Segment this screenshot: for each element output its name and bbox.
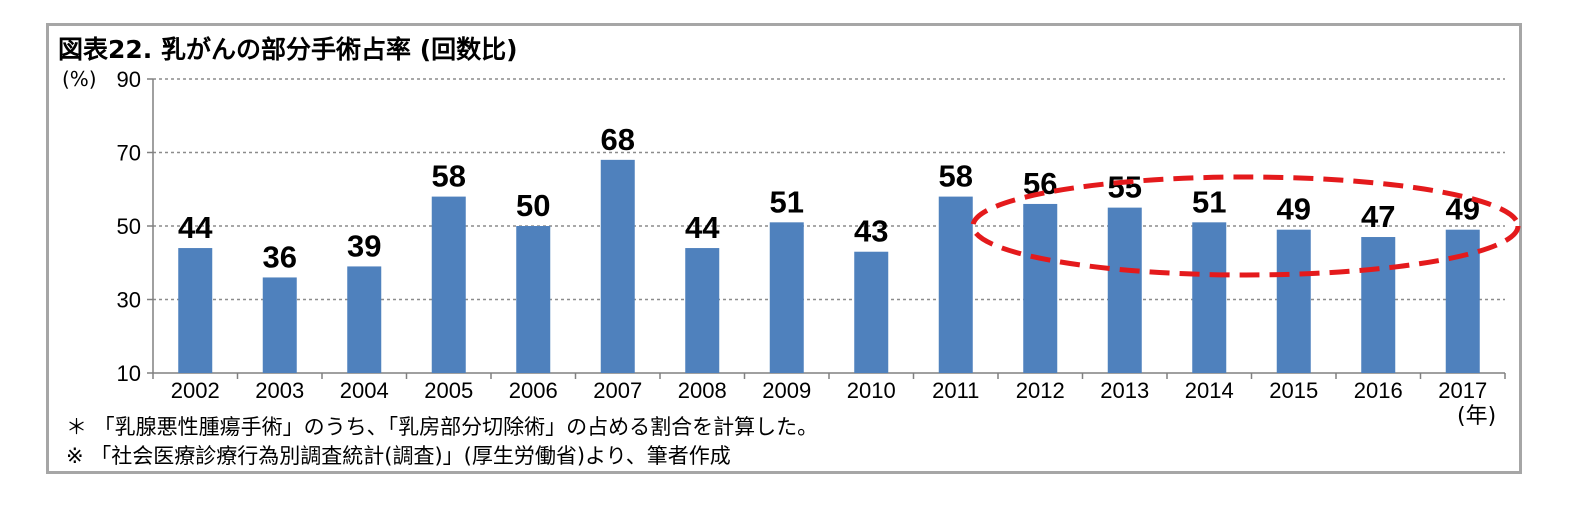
data-label-2015: 49: [1277, 192, 1311, 227]
data-label-2007: 68: [601, 122, 635, 157]
bar-2016: [1361, 237, 1396, 373]
bar-2008: [685, 248, 720, 373]
x-tick-label-2005: 2005: [424, 378, 473, 403]
x-tick-label-2007: 2007: [593, 378, 642, 403]
x-tick-label-2015: 2015: [1269, 378, 1318, 403]
x-tick-label-2002: 2002: [171, 378, 220, 403]
data-label-2017: 49: [1446, 192, 1480, 227]
data-label-2004: 39: [347, 228, 381, 263]
highlight-ellipse: [970, 174, 1521, 278]
x-tick-label-2009: 2009: [762, 378, 811, 403]
bar-2002: [178, 248, 213, 373]
data-label-2002: 44: [178, 210, 213, 245]
bar-2005: [431, 196, 466, 373]
data-label-2010: 43: [854, 214, 888, 249]
bar-2012: [1023, 203, 1058, 373]
x-tick-label-2012: 2012: [1016, 378, 1065, 403]
y-tick-label: 90: [117, 67, 141, 92]
data-label-2003: 36: [263, 239, 297, 274]
bar-2004: [347, 266, 382, 373]
data-label-2011: 58: [939, 159, 973, 194]
y-tick-label: 70: [117, 141, 141, 166]
x-tick-label-2014: 2014: [1185, 378, 1234, 403]
y-axis-unit: (%): [62, 67, 97, 91]
bar-2015: [1276, 229, 1311, 373]
data-label-2016: 47: [1361, 199, 1395, 234]
data-label-2005: 58: [432, 159, 466, 194]
x-tick-label-2013: 2013: [1100, 378, 1149, 403]
y-tick-label: 50: [117, 214, 141, 239]
bar-2007: [600, 159, 635, 373]
bar-2011: [938, 196, 973, 373]
x-tick-label-2010: 2010: [847, 378, 896, 403]
bar-2017: [1445, 229, 1480, 373]
bar-2009: [769, 222, 804, 373]
data-label-2008: 44: [685, 210, 720, 245]
x-tick-label-2017: 2017: [1438, 378, 1487, 403]
data-label-2009: 51: [770, 184, 804, 219]
bar-2010: [854, 251, 889, 373]
chart-title: 図表22. 乳がんの部分手術占率 (回数比): [58, 35, 518, 64]
y-tick-label: 10: [117, 361, 141, 386]
bar-2006: [516, 226, 551, 373]
bar-2014: [1192, 222, 1227, 373]
x-axis-unit: (年): [1457, 404, 1497, 429]
bar-2003: [262, 277, 297, 373]
footnote-1: ＊ 「乳腺悪性腫瘍手術」のうち、「乳房部分切除術」の占める割合を計算した。: [66, 415, 819, 439]
x-tick-label-2008: 2008: [678, 378, 727, 403]
x-tick-label-2003: 2003: [255, 378, 304, 403]
x-tick-label-2016: 2016: [1354, 378, 1403, 403]
data-label-2014: 51: [1192, 184, 1226, 219]
data-label-2006: 50: [516, 188, 550, 223]
x-tick-label-2006: 2006: [509, 378, 558, 403]
x-tick-label-2004: 2004: [340, 378, 389, 403]
bar-2013: [1107, 207, 1142, 373]
y-tick-label: 30: [117, 288, 141, 313]
footnote-2: ※ 「社会医療診療行為別調査統計(調査)」(厚生労働省)より、筆者作成: [66, 444, 731, 468]
x-tick-label-2011: 2011: [932, 378, 979, 403]
data-label-2013: 55: [1108, 170, 1142, 205]
